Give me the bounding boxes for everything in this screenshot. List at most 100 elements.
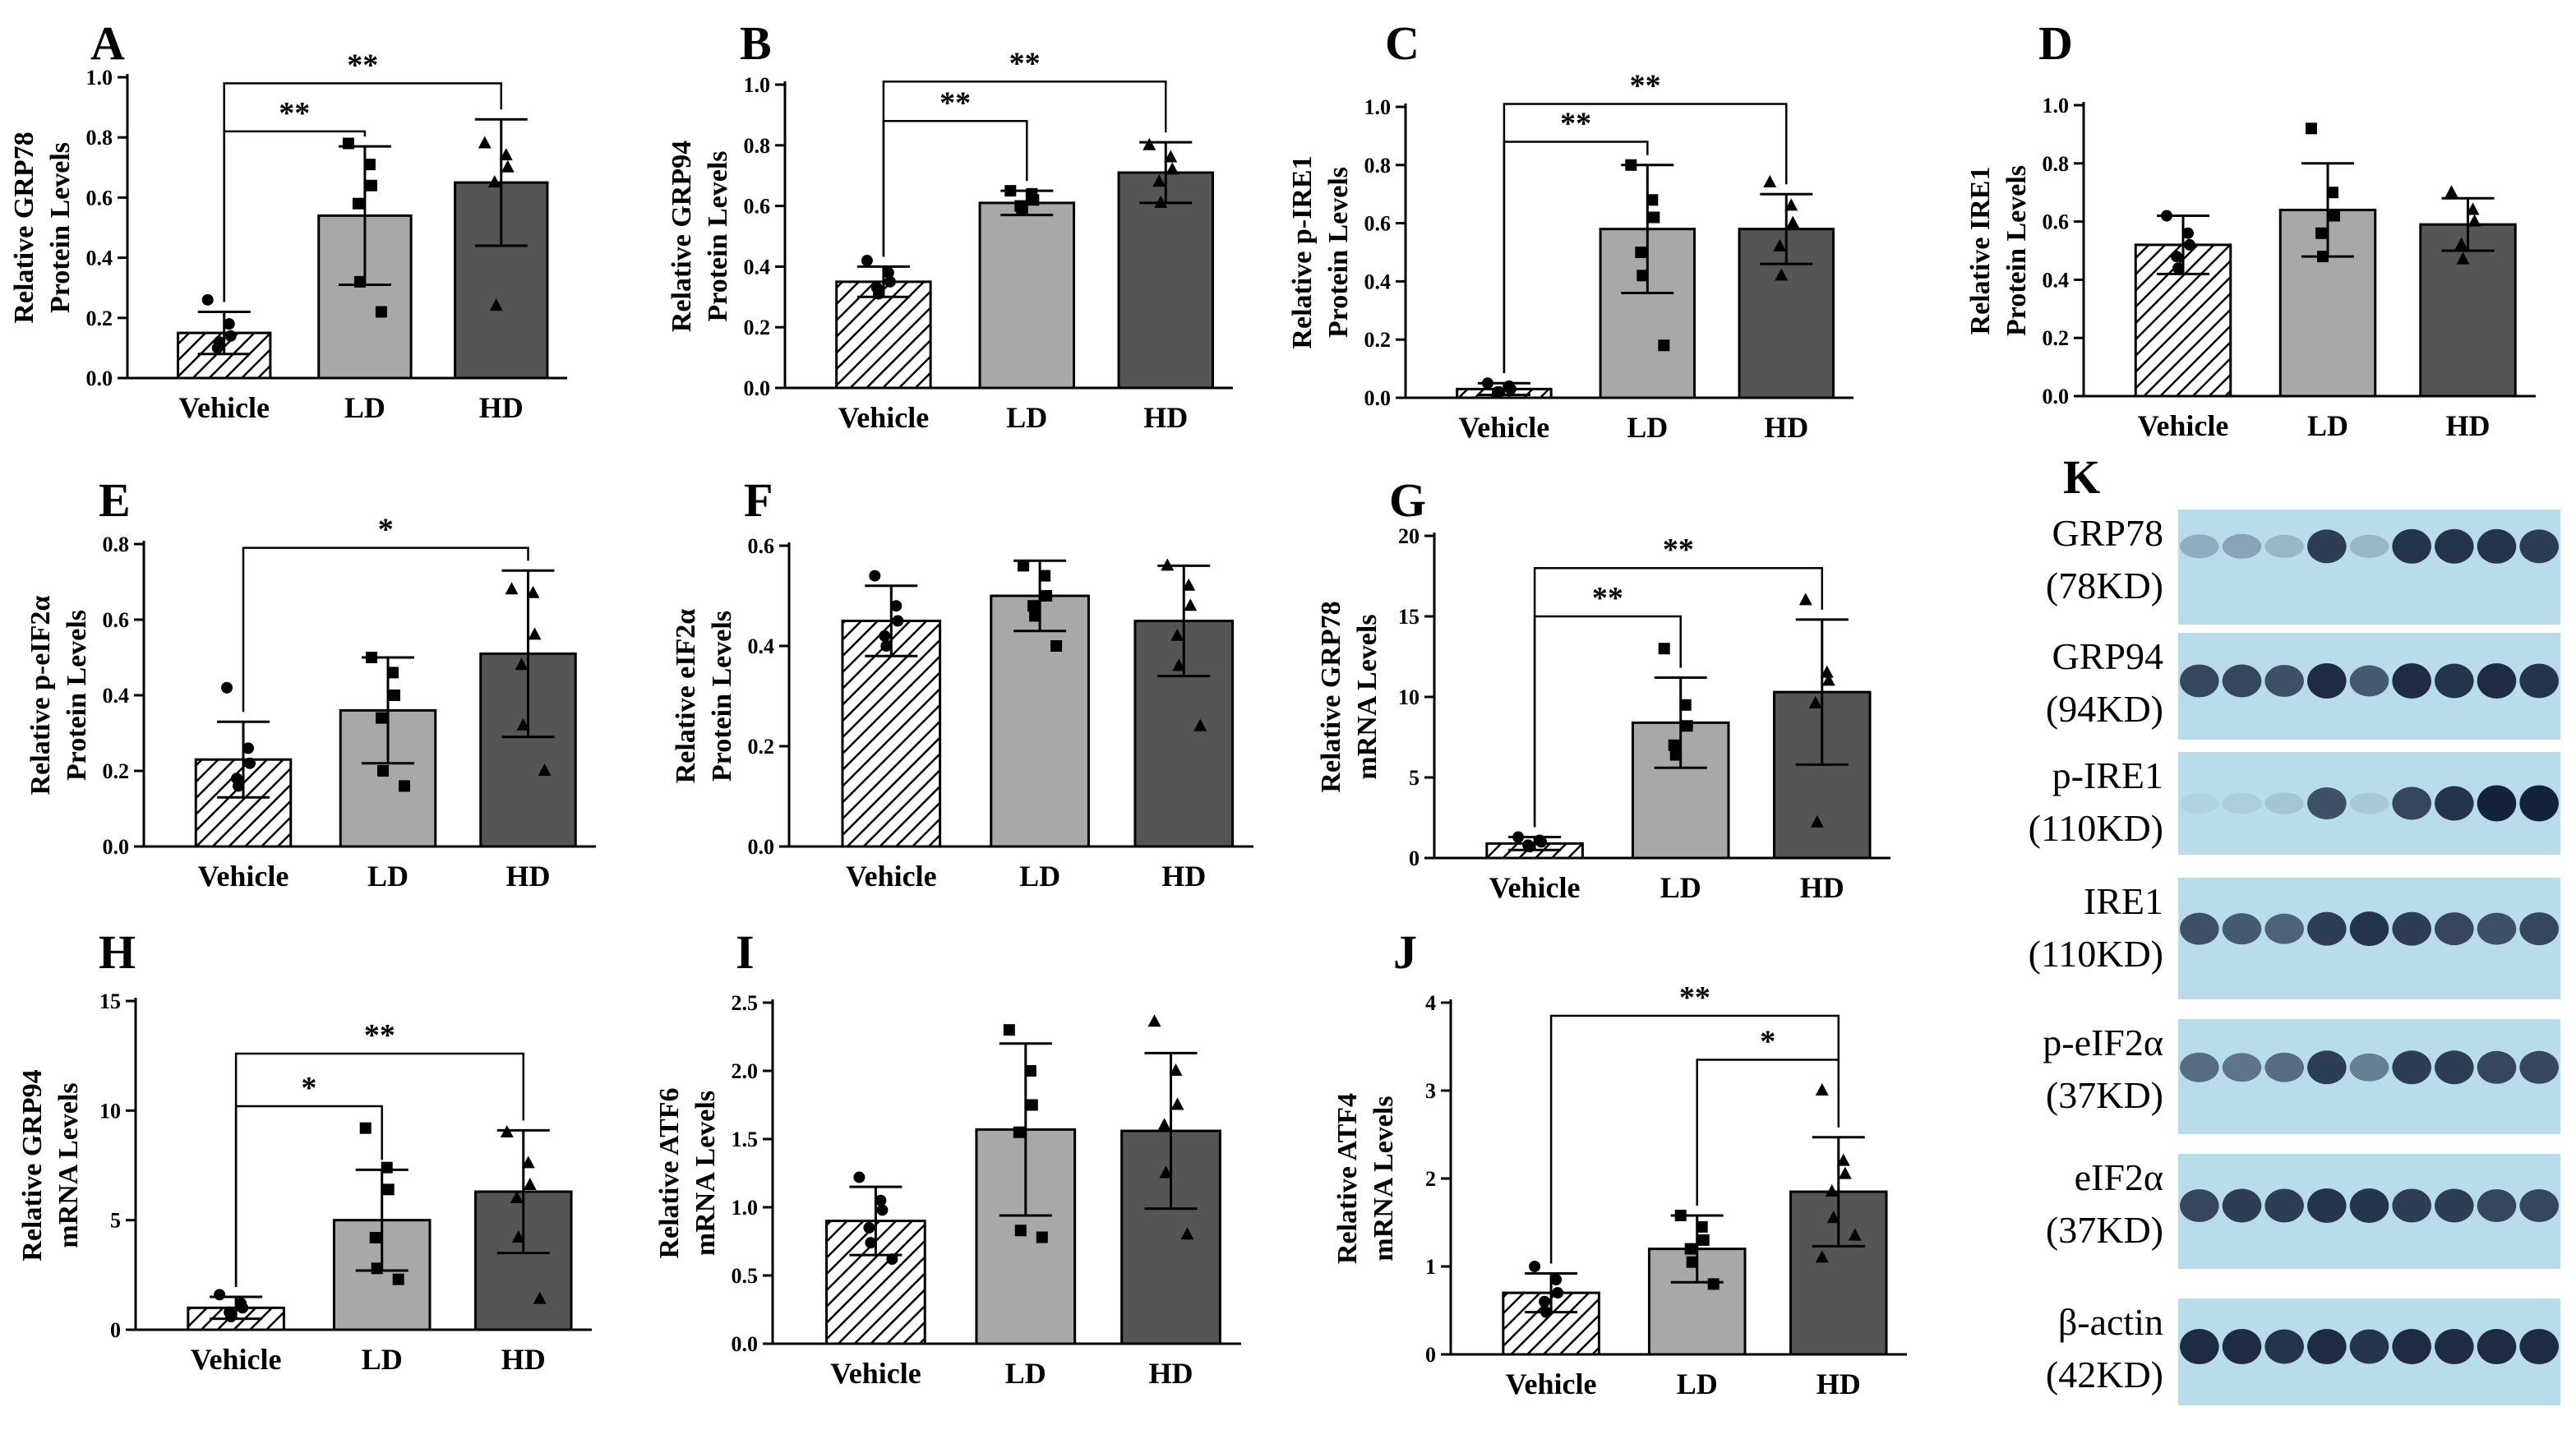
y-tick-label-i: 1.5 (732, 1128, 759, 1151)
chart-f: F 0.0 0.2 0.4 0.6 Relative eIF2α Protein Level… (671, 473, 1253, 893)
chart-j: J 0 1 2 3 4 Relative ATF4 mRNA Levels Vehicle LD H… (1332, 925, 1907, 1400)
y-tick-label-i: 1.0 (732, 1196, 759, 1220)
bar-f-ld (990, 594, 1090, 848)
blot-band (2180, 1329, 2219, 1364)
data-point-c (1648, 211, 1660, 224)
blot-band (2392, 911, 2431, 946)
blot-band (2392, 528, 2431, 564)
chart-d: D 0.0 0.2 0.4 0.6 0.8 1.0 Relative IRE1 Protein … (1965, 16, 2536, 442)
blot-band (2264, 534, 2304, 558)
data-point-j (1550, 1274, 1563, 1286)
y-axis-label-line-f: Protein Levels (707, 611, 737, 782)
data-point-f (1161, 558, 1175, 571)
x-tick-label-i: HD (1149, 1357, 1193, 1390)
data-point-g (1820, 665, 1834, 678)
y-tick-label-d: 0.2 (2043, 326, 2070, 350)
blot-band (2477, 785, 2517, 822)
y-tick-label-j: 0 (1425, 1343, 1436, 1367)
chart-e: E 0.0 0.2 0.4 0.6 0.8 Relative p-eIF2α Protein … (25, 473, 596, 893)
data-point-c (1504, 383, 1517, 395)
panel-letter-i: I (736, 925, 755, 979)
data-point-a (501, 159, 515, 173)
panel-letter-d: D (2038, 16, 2073, 70)
blot-band (2435, 1188, 2474, 1223)
y-axis-label-line-b: Relative GRP94 (667, 141, 697, 332)
y-tick-label-j: 4 (1425, 991, 1436, 1015)
blot-band (2180, 793, 2219, 814)
blot-row-3: p-IRE1 (110KD) (2029, 752, 2560, 855)
data-point-j (1539, 1295, 1551, 1308)
data-point-i (875, 1194, 887, 1206)
y-axis-label-a: Relative GRP78 Protein Levels (9, 131, 76, 323)
data-point-f (1027, 600, 1040, 612)
data-point-f (1172, 658, 1186, 671)
data-point-a (489, 298, 503, 311)
data-point-c (1773, 238, 1787, 251)
y-axis-label-g: Relative GRP78 mRNA Levels (1316, 601, 1383, 792)
data-point-j (1674, 1209, 1687, 1221)
blot-band (2222, 1053, 2262, 1082)
data-point-j (1836, 1153, 1850, 1166)
x-tick-label-a: Vehicle (178, 391, 270, 424)
y-axis-label-j: Relative ATF4 mRNA Levels (1332, 1093, 1399, 1264)
data-point-h (359, 1122, 372, 1134)
data-point-e (242, 742, 254, 754)
bar-j-vehicle (1502, 1291, 1600, 1356)
blot-protein-label: IRE1 (2084, 880, 2163, 922)
blot-band (2519, 1189, 2559, 1222)
data-point-j (1540, 1306, 1553, 1318)
y-tick-label-d: 0.4 (2043, 268, 2070, 292)
data-point-g (1681, 720, 1693, 732)
data-point-j (1848, 1228, 1862, 1241)
data-point-f (1182, 578, 1196, 591)
y-tick-label-i: 0.0 (732, 1332, 759, 1356)
data-point-e (505, 582, 519, 595)
blot-band (2307, 911, 2347, 946)
data-point-b (1143, 137, 1156, 150)
data-point-g (1821, 673, 1835, 686)
panel-letter-b: B (740, 16, 772, 70)
y-axis-label-line-i: Relative ATF6 (654, 1087, 685, 1258)
x-tick-label-g: LD (1660, 871, 1701, 904)
data-point-j (1707, 1278, 1720, 1290)
y-axis-label-i: Relative ATF6 mRNA Levels (654, 1087, 721, 1258)
significance-label-j: ** (1679, 980, 1710, 1015)
significance-label-j: * (1760, 1025, 1775, 1059)
blot-band (2435, 528, 2474, 564)
blot-band (2222, 1188, 2262, 1223)
data-point-a (201, 293, 214, 306)
data-point-c (1775, 268, 1789, 281)
data-point-e (538, 763, 552, 776)
data-point-h (382, 1183, 395, 1196)
y-tick-label-i: 0.5 (732, 1264, 759, 1288)
data-point-h (225, 1311, 238, 1322)
y-tick-label-d: 1.0 (2043, 94, 2070, 118)
data-point-d (2454, 237, 2468, 250)
bar-d-vehicle (2134, 243, 2232, 398)
blot-band (2435, 912, 2474, 946)
significance-label-b: ** (939, 85, 971, 120)
data-point-i (1169, 1063, 1183, 1076)
y-axis-label-c: Relative p-IRE1 Protein Levels (1287, 155, 1354, 348)
y-axis-label-line-h: Relative GRP94 (17, 1069, 48, 1261)
y-axis-label-line-h: mRNA Levels (53, 1082, 84, 1248)
data-point-g (1679, 699, 1692, 711)
data-point-a (353, 275, 366, 288)
significance-label-g: ** (1663, 533, 1694, 567)
data-point-g (1668, 739, 1680, 751)
blot-band (2477, 663, 2517, 699)
data-point-a (487, 175, 501, 188)
data-point-f (892, 615, 904, 627)
y-axis-label-line-d: Protein Levels (2001, 165, 2032, 336)
y-tick-label-b: 0.8 (744, 134, 771, 158)
x-tick-label-h: Vehicle (191, 1343, 282, 1376)
blot-size-label: (78KD) (2046, 565, 2163, 607)
chart-g: G 0 5 10 15 20 Relative GRP78 mRNA Levels Vehicl… (1316, 473, 1890, 904)
data-point-e (366, 652, 377, 663)
panel-letter-h: H (99, 925, 136, 979)
y-tick-label-j: 3 (1425, 1079, 1436, 1103)
x-tick-label-g: HD (1800, 871, 1844, 904)
y-axis-label-line-e: Relative p-eIF2α (25, 596, 56, 796)
y-axis-label-e: Relative p-eIF2α Protein Levels (25, 596, 92, 796)
data-point-f (1193, 718, 1207, 731)
